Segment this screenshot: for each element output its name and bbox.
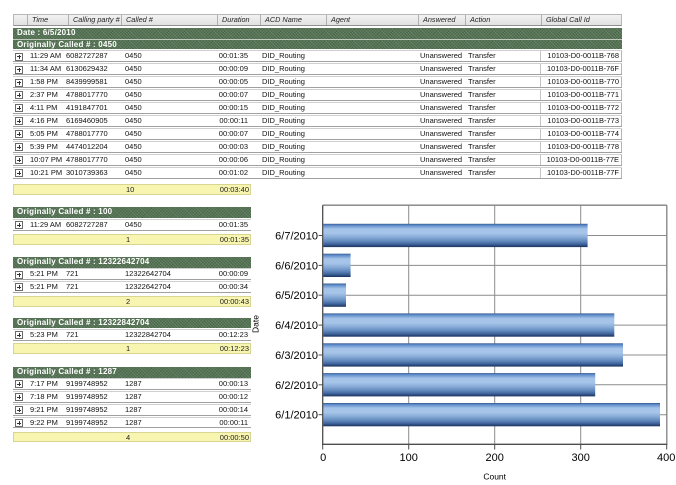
svg-text:100: 100 [400,452,418,464]
svg-text:6/1/2010: 6/1/2010 [275,410,318,422]
svg-text:6/3/2010: 6/3/2010 [275,350,318,362]
svg-text:300: 300 [572,452,590,464]
svg-text:6/7/2010: 6/7/2010 [275,231,318,243]
svg-text:Date: Date [251,315,261,333]
svg-text:6/6/2010: 6/6/2010 [275,260,318,272]
svg-text:Count: Count [483,472,506,482]
svg-text:200: 200 [486,452,504,464]
svg-text:6/5/2010: 6/5/2010 [275,290,318,302]
svg-text:6/4/2010: 6/4/2010 [275,320,318,332]
svg-text:400: 400 [657,452,675,464]
svg-text:0: 0 [320,452,326,464]
svg-text:6/2/2010: 6/2/2010 [275,380,318,392]
